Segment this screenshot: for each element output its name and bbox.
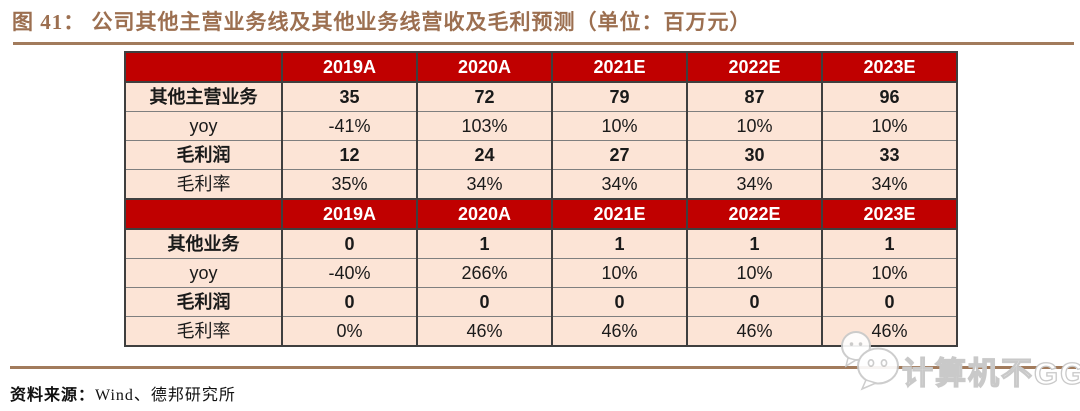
watermark-text: 计算机不GG: [901, 355, 1080, 391]
figure-title: 图 41： 公司其他主营业务线及其他业务线营收及毛利预测（单位：百万元）: [12, 10, 752, 34]
row-label: 毛利润: [124, 140, 283, 170]
data-cell: 87: [686, 81, 823, 112]
data-cell: 1: [416, 228, 553, 259]
forecast-table: 2019A 2020A 2021E 2022E 2023E 其他主营业务 35 …: [124, 51, 958, 347]
data-cell: 0: [281, 287, 418, 317]
table-row-other-business: 其他业务 0 1 1 1 1: [124, 228, 958, 259]
data-cell: 266%: [416, 258, 553, 288]
data-cell: 46%: [551, 316, 688, 347]
row-label: 毛利率: [124, 169, 283, 200]
data-cell: 34%: [551, 169, 688, 200]
row-label: 其他主营业务: [124, 81, 283, 112]
table-header-row-other-business: 2019A 2020A 2021E 2022E 2023E: [124, 198, 958, 230]
data-cell: 10%: [551, 111, 688, 141]
header-cell-year: 2023E: [821, 198, 958, 230]
data-cell: 10%: [821, 258, 958, 288]
table-row-yoy: yoy -40% 266% 10% 10% 10%: [124, 258, 958, 288]
table-row-gross-profit: 毛利润 0 0 0 0 0: [124, 287, 958, 317]
table-header-row-main-business: 2019A 2020A 2021E 2022E 2023E: [124, 51, 958, 83]
data-cell: 27: [551, 140, 688, 170]
source-text: Wind、德邦研究所: [95, 387, 236, 404]
data-cell: 0: [686, 287, 823, 317]
data-cell: 10%: [686, 258, 823, 288]
data-cell: 12: [281, 140, 418, 170]
header-cell-year: 2023E: [821, 51, 958, 83]
data-cell: 24: [416, 140, 553, 170]
row-label: yoy: [124, 111, 283, 141]
header-cell-year: 2019A: [281, 198, 418, 230]
data-cell: 46%: [686, 316, 823, 347]
data-cell: 30: [686, 140, 823, 170]
table-row-gross-profit: 毛利润 12 24 27 30 33: [124, 140, 958, 170]
table-row-yoy: yoy -41% 103% 10% 10% 10%: [124, 111, 958, 141]
data-cell: 34%: [821, 169, 958, 200]
header-cell-year: 2020A: [416, 198, 553, 230]
table-row-gross-margin: 毛利率 35% 34% 34% 34% 34%: [124, 169, 958, 200]
data-cell: -41%: [281, 111, 418, 141]
bottom-divider: [10, 366, 1076, 369]
row-label: yoy: [124, 258, 283, 288]
data-cell: 0: [416, 287, 553, 317]
data-cell: 10%: [821, 111, 958, 141]
data-cell: 46%: [821, 316, 958, 347]
data-cell: 34%: [416, 169, 553, 200]
source-label: 资料来源：: [10, 387, 96, 404]
data-cell: 79: [551, 81, 688, 112]
data-cell: 1: [821, 228, 958, 259]
data-cell: 35: [281, 81, 418, 112]
data-cell: -40%: [281, 258, 418, 288]
data-cell: 1: [686, 228, 823, 259]
table-row-other-main-business: 其他主营业务 35 72 79 87 96: [124, 81, 958, 112]
data-cell: 72: [416, 81, 553, 112]
data-cell: 46%: [416, 316, 553, 347]
data-cell: 10%: [551, 258, 688, 288]
data-cell: 0: [281, 228, 418, 259]
data-cell: 0%: [281, 316, 418, 347]
header-cell-empty: [124, 198, 283, 230]
data-cell: 96: [821, 81, 958, 112]
data-cell: 0: [551, 287, 688, 317]
row-label: 毛利润: [124, 287, 283, 317]
header-cell-year: 2019A: [281, 51, 418, 83]
header-cell-year: 2022E: [686, 51, 823, 83]
header-cell-year: 2020A: [416, 51, 553, 83]
header-cell-year: 2021E: [551, 198, 688, 230]
data-cell: 35%: [281, 169, 418, 200]
row-label: 其他业务: [124, 228, 283, 259]
source-line: 资料来源：Wind、德邦研究所: [10, 381, 236, 405]
table-row-gross-margin: 毛利率 0% 46% 46% 46% 46%: [124, 316, 958, 347]
data-cell: 10%: [686, 111, 823, 141]
header-cell-empty: [124, 51, 283, 83]
header-cell-year: 2022E: [686, 198, 823, 230]
top-divider: [13, 42, 1074, 45]
data-cell: 103%: [416, 111, 553, 141]
row-label: 毛利率: [124, 316, 283, 347]
header-cell-year: 2021E: [551, 51, 688, 83]
data-cell: 33: [821, 140, 958, 170]
data-cell: 34%: [686, 169, 823, 200]
data-cell: 1: [551, 228, 688, 259]
data-cell: 0: [821, 287, 958, 317]
